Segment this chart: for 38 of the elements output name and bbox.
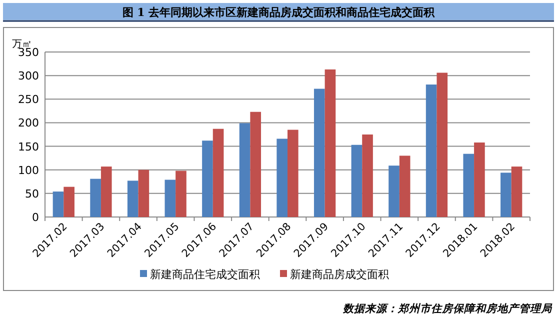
y-tick-label: 300: [18, 70, 39, 83]
bar: [64, 186, 74, 217]
bar: [388, 166, 400, 217]
bar: [100, 166, 112, 217]
bar: [127, 180, 138, 217]
bar: [351, 144, 362, 217]
bar: [52, 192, 64, 217]
bar: [202, 140, 213, 217]
y-tick-label: 100: [18, 164, 39, 177]
bar: [239, 123, 250, 217]
bar: [324, 69, 336, 217]
bar: [436, 72, 448, 217]
y-tick-label: 150: [18, 140, 39, 154]
bar: [212, 128, 224, 217]
chart-title: 图 1 去年同期以来市区新建商品房成交面积和商品住宅成交面积: [122, 6, 436, 19]
bar: [90, 178, 101, 217]
bar: [362, 134, 373, 217]
bar: [463, 154, 474, 217]
bar: [314, 88, 325, 217]
y-tick-label: 200: [18, 116, 39, 130]
legend-label: 新建商品房成交面积: [290, 268, 389, 281]
bar: [276, 138, 288, 217]
y-tick-label: 350: [18, 46, 39, 59]
bar: [500, 172, 512, 217]
bar: [176, 170, 186, 217]
bar: [250, 112, 262, 217]
bar: [426, 84, 437, 217]
bar: [164, 180, 176, 217]
bar: [474, 142, 485, 217]
bar: [288, 130, 298, 217]
source-note: 数据来源：郑州市住房保障和房地产管理局: [342, 302, 553, 315]
y-tick-label: 50: [25, 187, 39, 200]
y-tick-label: 0: [32, 211, 39, 224]
legend-label: 新建商品住宅成交面积: [150, 268, 260, 281]
bar: [399, 156, 410, 217]
y-tick-label: 250: [18, 93, 39, 106]
bar: [138, 170, 150, 217]
bar: [511, 166, 522, 217]
